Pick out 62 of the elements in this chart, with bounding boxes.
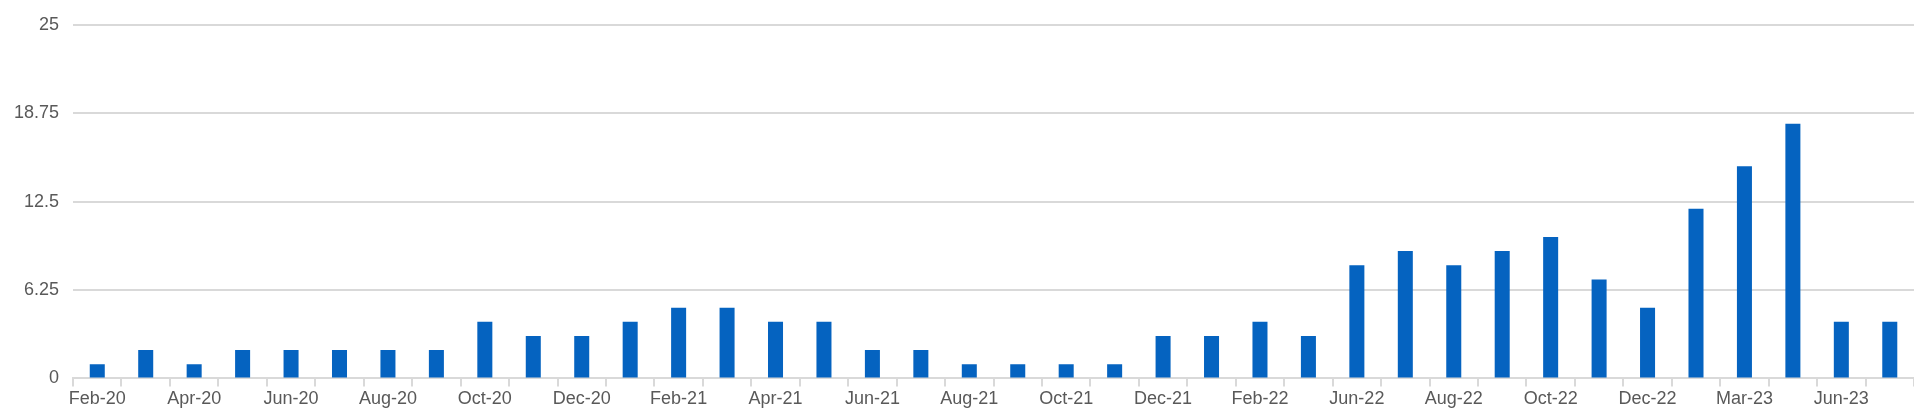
bar — [1010, 364, 1026, 378]
x-tick-label: Dec-22 — [1618, 388, 1677, 409]
bar — [1833, 321, 1849, 378]
y-tick-label: 25 — [39, 13, 60, 34]
bar — [961, 364, 977, 378]
bar — [1300, 335, 1316, 378]
bar — [1640, 307, 1656, 378]
x-tick-label: Aug-22 — [1424, 388, 1483, 409]
y-tick-label: 12.5 — [24, 190, 60, 211]
bar — [1107, 364, 1123, 378]
bar — [283, 350, 299, 378]
bar — [1591, 279, 1607, 378]
bar — [1155, 335, 1171, 378]
bar — [1446, 265, 1462, 378]
x-tick-label: Aug-20 — [358, 388, 417, 409]
x-tick-label: Apr-21 — [748, 388, 803, 409]
bar — [1785, 123, 1801, 378]
bar — [186, 364, 202, 378]
bar — [768, 321, 784, 378]
x-tick-label: Mar-23 — [1715, 388, 1773, 409]
bar — [477, 321, 493, 378]
x-tick-label: Oct-22 — [1523, 388, 1578, 409]
x-tick-label: Jun-23 — [1813, 388, 1869, 409]
bar — [1397, 251, 1413, 378]
y-tick-label: 0 — [49, 367, 60, 388]
bar — [1543, 236, 1559, 378]
bar — [1058, 364, 1074, 378]
bar — [622, 321, 638, 378]
bar — [1494, 251, 1510, 378]
bar — [671, 307, 687, 378]
bar — [331, 350, 348, 378]
bar — [138, 350, 154, 378]
bar — [719, 307, 735, 378]
x-tick-label: Feb-22 — [1231, 388, 1289, 409]
bar — [913, 350, 929, 378]
bar — [1204, 335, 1220, 378]
x-tick-label: Oct-21 — [1039, 388, 1094, 409]
bar — [864, 350, 880, 378]
y-tick-label: 18.75 — [14, 102, 60, 123]
bar — [1349, 265, 1365, 378]
bar — [1252, 321, 1268, 378]
x-tick-label: Aug-21 — [940, 388, 999, 409]
x-tick-label: Dec-21 — [1134, 388, 1193, 409]
bar — [380, 350, 396, 378]
bar — [525, 335, 541, 378]
bar — [1736, 166, 1752, 378]
bar — [235, 350, 251, 378]
bar — [89, 364, 105, 378]
x-tick-label: Oct-20 — [457, 388, 512, 409]
x-tick-label: Dec-20 — [552, 388, 611, 409]
bar — [1882, 321, 1898, 378]
x-tick-label: Jun-20 — [263, 388, 319, 409]
bar — [816, 321, 832, 378]
bar — [574, 335, 590, 378]
x-tick-label: Jun-22 — [1329, 388, 1385, 409]
x-tick-label: Feb-21 — [650, 388, 708, 409]
x-tick-label: Feb-20 — [68, 388, 126, 409]
y-tick-label: 6.25 — [24, 278, 60, 299]
x-tick-label: Jun-21 — [844, 388, 900, 409]
x-tick-label: Apr-20 — [167, 388, 222, 409]
bar — [428, 350, 444, 378]
bar — [1688, 208, 1704, 378]
